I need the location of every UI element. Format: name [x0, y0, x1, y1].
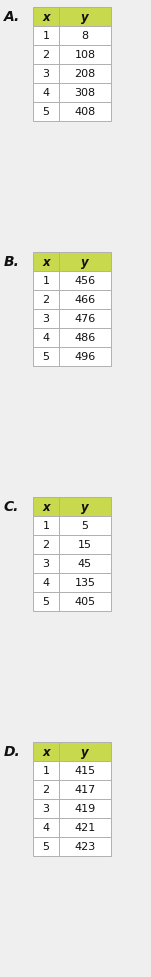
Text: 466: 466 [74, 295, 96, 305]
Bar [59, 103, 111, 122]
Bar [33, 497, 111, 517]
Bar [59, 517, 111, 535]
Text: 408: 408 [74, 107, 96, 117]
Text: 476: 476 [74, 315, 96, 324]
Text: 2: 2 [42, 785, 50, 794]
Text: 8: 8 [81, 31, 89, 41]
Text: x: x [42, 11, 50, 24]
Text: 2: 2 [42, 540, 50, 550]
Text: y: y [81, 256, 89, 269]
Bar [33, 253, 111, 272]
Text: 3: 3 [42, 69, 50, 79]
Text: 421: 421 [74, 823, 96, 832]
Bar [33, 348, 59, 366]
Bar [33, 46, 59, 64]
Bar [33, 554, 59, 573]
Bar [33, 743, 111, 761]
Bar [59, 46, 111, 64]
Bar [33, 535, 59, 554]
Bar [33, 799, 59, 818]
Text: 417: 417 [74, 785, 96, 794]
Text: D.: D. [4, 744, 21, 759]
Text: 415: 415 [74, 766, 96, 776]
Text: 5: 5 [42, 107, 50, 117]
Bar [33, 818, 59, 837]
Text: 419: 419 [74, 804, 96, 814]
Bar [59, 272, 111, 291]
Text: C.: C. [4, 500, 19, 514]
Text: 423: 423 [74, 841, 96, 852]
Bar [33, 272, 59, 291]
Text: 4: 4 [42, 88, 50, 99]
Text: 3: 3 [42, 559, 50, 569]
Bar [33, 84, 59, 103]
Bar [59, 592, 111, 612]
Bar [59, 84, 111, 103]
Bar [33, 291, 59, 310]
Bar [59, 328, 111, 348]
Bar [59, 761, 111, 781]
Text: 2: 2 [42, 295, 50, 305]
Text: 45: 45 [78, 559, 92, 569]
Bar [59, 837, 111, 856]
Bar [59, 310, 111, 328]
Text: 456: 456 [74, 276, 96, 286]
Text: x: x [42, 745, 50, 758]
Text: 135: 135 [74, 578, 95, 588]
Text: 5: 5 [42, 597, 50, 607]
Text: 405: 405 [74, 597, 96, 607]
Text: 1: 1 [42, 31, 50, 41]
Text: 3: 3 [42, 315, 50, 324]
Bar [33, 781, 59, 799]
Bar [59, 27, 111, 46]
Text: 308: 308 [74, 88, 96, 99]
Bar [59, 781, 111, 799]
Bar [33, 761, 59, 781]
Bar [33, 517, 59, 535]
Bar [59, 348, 111, 366]
Text: 3: 3 [42, 804, 50, 814]
Bar [59, 291, 111, 310]
Text: 208: 208 [74, 69, 96, 79]
Bar [33, 103, 59, 122]
Text: 4: 4 [42, 823, 50, 832]
Bar [59, 573, 111, 592]
Bar [33, 27, 59, 46]
Text: 5: 5 [42, 841, 50, 852]
Bar [59, 64, 111, 84]
Text: 496: 496 [74, 352, 96, 362]
Bar [33, 573, 59, 592]
Text: 5: 5 [42, 352, 50, 362]
Text: 4: 4 [42, 333, 50, 343]
Bar [59, 799, 111, 818]
Text: B.: B. [4, 255, 20, 270]
Text: x: x [42, 500, 50, 514]
Bar [33, 837, 59, 856]
Text: 108: 108 [74, 51, 96, 61]
Bar [33, 328, 59, 348]
Text: 2: 2 [42, 51, 50, 61]
Bar [59, 818, 111, 837]
Text: 486: 486 [74, 333, 96, 343]
Text: x: x [42, 256, 50, 269]
Bar [59, 554, 111, 573]
Text: 5: 5 [82, 521, 88, 531]
Text: y: y [81, 11, 89, 24]
Text: y: y [81, 500, 89, 514]
Text: 1: 1 [42, 766, 50, 776]
Bar [33, 64, 59, 84]
Text: 1: 1 [42, 276, 50, 286]
Text: y: y [81, 745, 89, 758]
Bar [33, 8, 111, 27]
Text: A.: A. [4, 11, 20, 24]
Text: 1: 1 [42, 521, 50, 531]
Bar [33, 310, 59, 328]
Bar [33, 592, 59, 612]
Text: 15: 15 [78, 540, 92, 550]
Text: 4: 4 [42, 578, 50, 588]
Bar [59, 535, 111, 554]
